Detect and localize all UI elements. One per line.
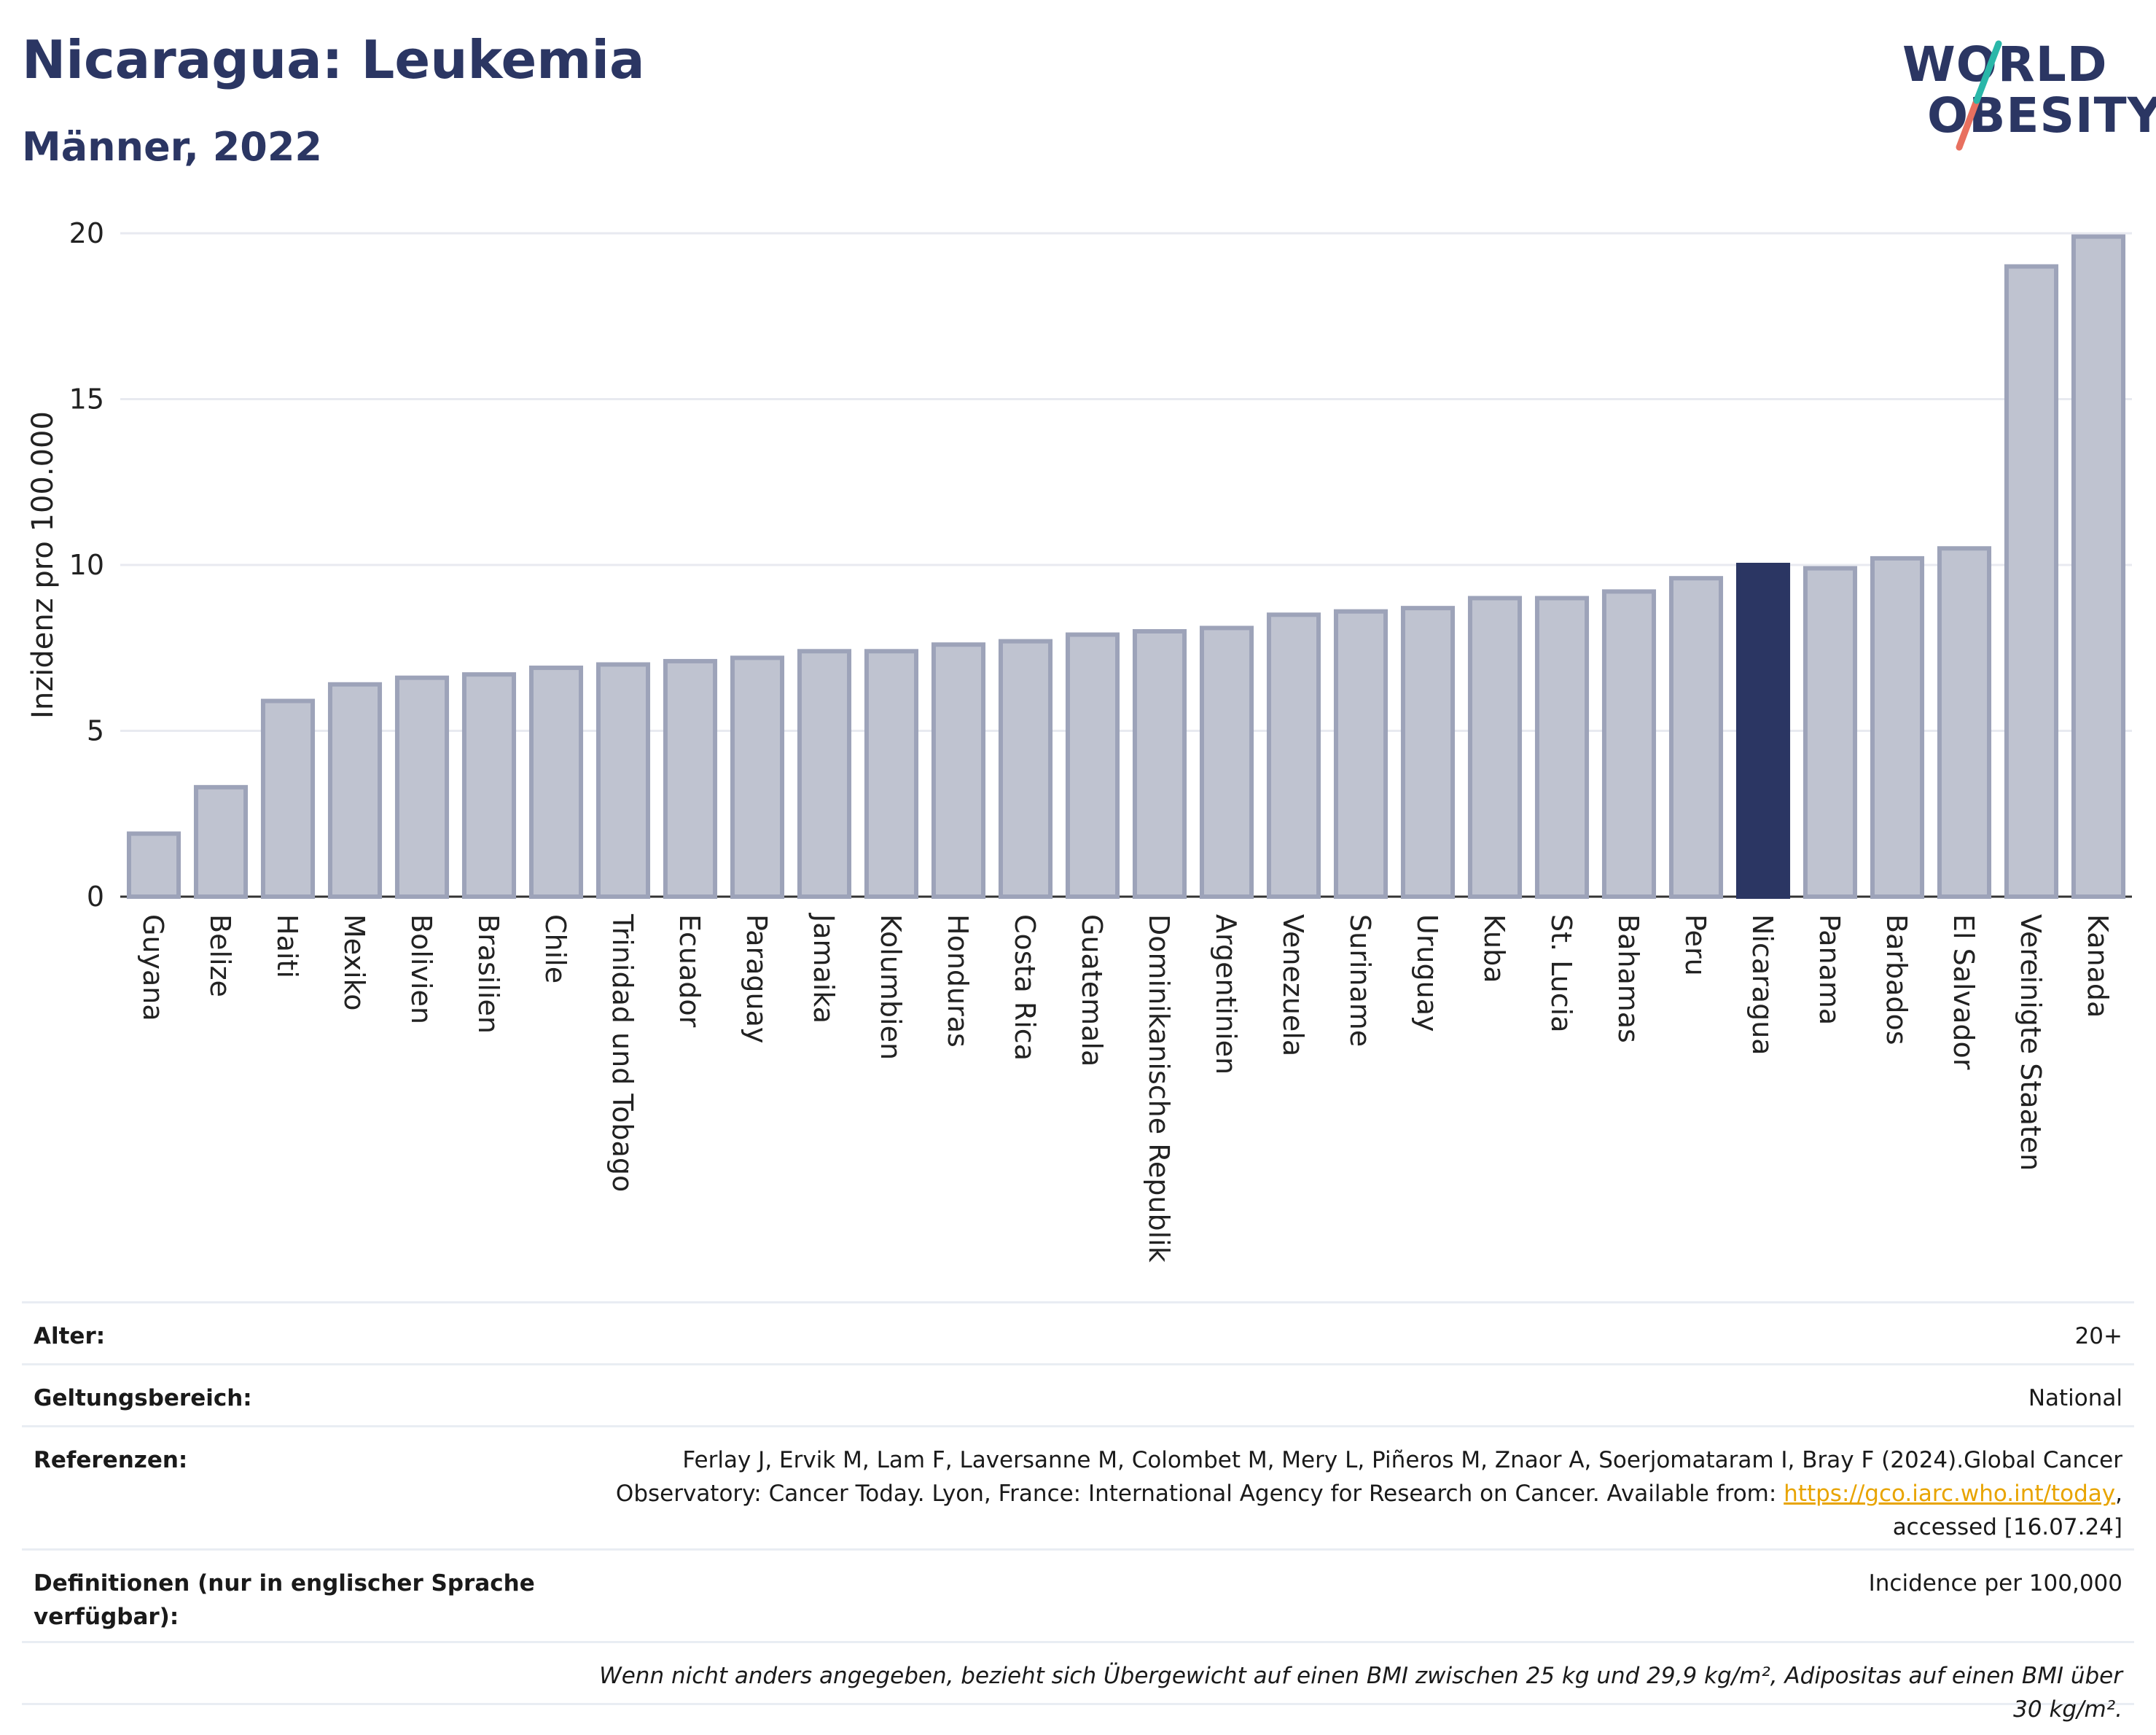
world-obesity-logo: WORLD OBESITY xyxy=(1895,29,2156,153)
bar xyxy=(1065,632,1120,899)
bar xyxy=(595,662,651,899)
x-tick-label: St. Lucia xyxy=(1545,914,1577,1033)
bar xyxy=(327,682,383,899)
x-tick-label: Honduras xyxy=(942,914,974,1048)
logo-line-1: WORLD xyxy=(1902,36,2108,93)
references-value: Ferlay J, Ervik M, Lam F, Laversanne M, … xyxy=(592,1443,2122,1544)
bar-chart: 0 5 10 15 20 Inzidenz pro 100.000 Guyana Belize… xyxy=(26,217,2132,1263)
definitions-label: Definitionen (nur in englischer Sprache … xyxy=(34,1570,535,1630)
bar xyxy=(461,672,517,900)
scope-label: Geltungsbereich: xyxy=(34,1385,252,1411)
x-tick-label: Nicaragua xyxy=(1746,914,1778,1056)
bar xyxy=(1534,596,1590,899)
logo-slash-icon xyxy=(1956,40,2002,151)
bar xyxy=(663,658,718,899)
x-tick-label: Barbados xyxy=(1880,914,1913,1045)
bar xyxy=(1601,589,1657,900)
page-subtitle: Männer, 2022 xyxy=(22,124,322,170)
bar xyxy=(1333,609,1388,899)
x-tick-label: Belize xyxy=(204,914,236,997)
bar xyxy=(1937,546,1992,899)
bar xyxy=(394,675,450,899)
y-tick-label: 15 xyxy=(69,383,104,416)
bar xyxy=(730,655,785,900)
x-tick-label: Bahamas xyxy=(1612,914,1644,1043)
x-tick-label: Kolumbien xyxy=(875,914,907,1060)
x-tick-label: Peru xyxy=(1679,914,1711,976)
x-tick-label: Panama xyxy=(1813,914,1846,1025)
y-tick-label: 0 xyxy=(87,881,104,913)
bar xyxy=(1467,596,1523,899)
footnote: Wenn nicht anders angegeben, bezieht sic… xyxy=(599,1663,2122,1723)
scope-value: National xyxy=(2028,1385,2122,1411)
metadata-table: Alter: 20+ Geltungsbereich: National Ref… xyxy=(22,1301,2134,1723)
bar xyxy=(1199,625,1254,899)
bar xyxy=(1802,566,1858,899)
x-tick-label: Jamaika xyxy=(808,913,840,1024)
bar xyxy=(2004,264,2059,899)
x-tick-label: Argentinien xyxy=(1210,914,1242,1075)
age-label: Alter: xyxy=(34,1323,106,1349)
x-tick-label: Chile xyxy=(539,914,571,983)
bar xyxy=(797,649,852,899)
references-accessed: , accessed [16.07.24] xyxy=(1892,1481,2122,1540)
references-label: Referenzen: xyxy=(34,1447,188,1473)
x-tick-label: Mexiko xyxy=(338,914,370,1010)
bar xyxy=(1870,555,1925,899)
bar xyxy=(1266,612,1321,899)
x-tick-label: Dominikanische Republik xyxy=(1143,914,1175,1263)
references-link[interactable]: https://gco.iarc.who.int/today xyxy=(1784,1481,2116,1507)
definitions-value: Incidence per 100,000 xyxy=(1868,1570,2122,1596)
bar xyxy=(998,639,1053,900)
bar xyxy=(193,784,249,899)
age-value: 20+ xyxy=(2074,1323,2122,1349)
x-tick-label: Brasilien xyxy=(472,914,504,1034)
bar xyxy=(931,642,986,899)
bar xyxy=(1400,606,1456,900)
x-tick-label: Paraguay xyxy=(741,914,773,1043)
bar xyxy=(2071,234,2126,900)
x-tick-label: Venezuela xyxy=(1277,914,1309,1056)
x-tick-label: Suriname xyxy=(1344,914,1376,1047)
x-tick-label: Guyana xyxy=(137,914,169,1021)
references-text: Ferlay J, Ervik M, Lam F, Laversanne M, … xyxy=(615,1447,2122,1507)
y-tick-label: 20 xyxy=(69,217,104,249)
meta-row-scope: Geltungsbereich: National xyxy=(22,1363,2134,1425)
x-tick-label: Bolivien xyxy=(405,914,437,1024)
x-tick-label: Haiti xyxy=(271,914,303,978)
x-tick-label: Costa Rica xyxy=(1009,914,1041,1061)
x-tick-label: Kuba xyxy=(1478,914,1510,983)
x-tick-label: Uruguay xyxy=(1411,914,1443,1032)
bar xyxy=(1668,576,1724,899)
x-tick-label: Trinidad und Tobago xyxy=(606,913,638,1192)
bar xyxy=(260,698,316,899)
bar xyxy=(1735,563,1791,899)
page-title: Nicaragua: Leukemia xyxy=(22,29,645,90)
x-tick-label: Vereinigte Staaten xyxy=(2015,914,2047,1171)
bar xyxy=(126,831,181,899)
meta-row-definitions: Definitionen (nur in englischer Sprache … xyxy=(22,1548,2134,1641)
meta-row-references: Referenzen: Ferlay J, Ervik M, Lam F, La… xyxy=(22,1425,2134,1548)
x-tick-label: El Salvador xyxy=(1948,914,1980,1070)
meta-row-age: Alter: 20+ xyxy=(22,1301,2134,1363)
bar xyxy=(864,649,919,899)
x-tick-label: Guatemala xyxy=(1076,914,1108,1067)
meta-row-footnote: Wenn nicht anders angegeben, bezieht sic… xyxy=(22,1641,2134,1723)
y-axis-label: Inzidenz pro 100.000 xyxy=(26,411,60,719)
bar xyxy=(528,666,584,899)
x-tick-label: Kanada xyxy=(2082,914,2114,1018)
x-tick-label: Ecuador xyxy=(673,914,706,1028)
y-tick-label: 5 xyxy=(87,715,104,747)
bar xyxy=(1132,629,1187,899)
y-tick-label: 10 xyxy=(69,549,104,581)
